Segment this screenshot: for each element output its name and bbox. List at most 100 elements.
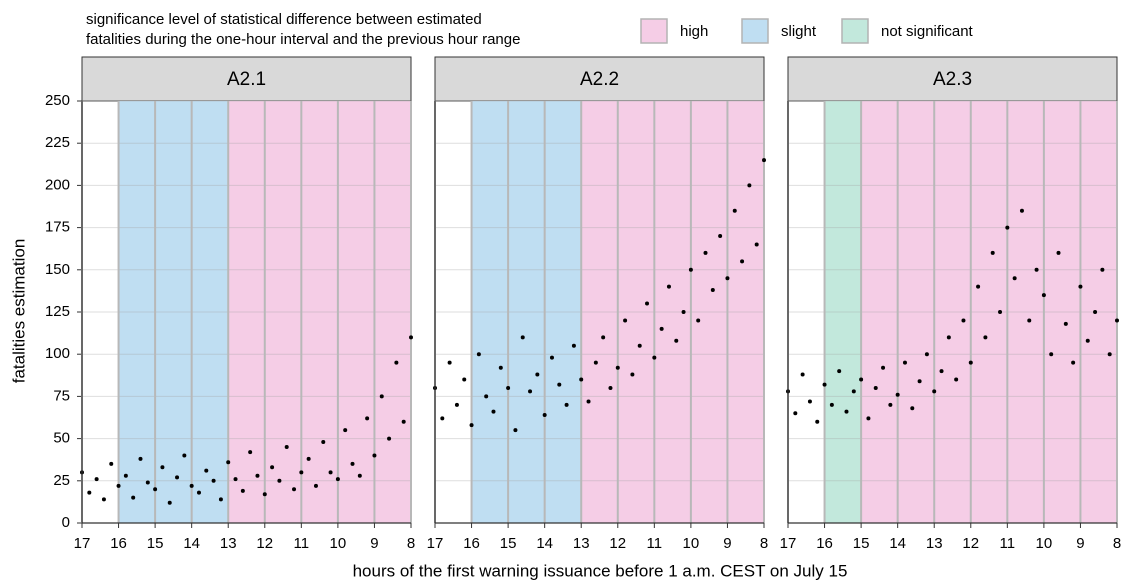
data-point	[939, 369, 944, 374]
data-point	[696, 318, 701, 323]
data-point	[946, 335, 951, 340]
data-point	[1027, 318, 1032, 323]
x-tick-label: 11	[1000, 535, 1016, 552]
data-point	[204, 468, 209, 473]
data-point	[910, 406, 915, 411]
legend-label: high	[680, 23, 708, 40]
data-point	[476, 352, 481, 357]
x-tick-label: 17	[74, 535, 91, 552]
data-point	[762, 158, 766, 163]
data-point	[313, 483, 318, 488]
facet-title: A2.3	[933, 69, 972, 90]
data-point	[718, 234, 723, 239]
data-point	[800, 372, 805, 377]
data-point	[218, 497, 223, 502]
data-point	[440, 416, 445, 421]
data-point	[189, 483, 194, 488]
data-point	[182, 453, 187, 458]
x-tick-label: 9	[723, 535, 731, 552]
data-point	[1041, 293, 1046, 298]
data-point	[328, 470, 333, 475]
significance-band	[861, 101, 1117, 523]
data-point	[601, 335, 606, 340]
data-point	[666, 284, 671, 289]
data-point	[674, 338, 679, 343]
x-tick-label: 16	[110, 535, 127, 552]
data-point	[998, 310, 1003, 314]
data-point	[1063, 321, 1068, 326]
data-point	[138, 456, 143, 461]
data-point	[343, 428, 348, 433]
data-point	[902, 360, 907, 365]
x-tick-label: 13	[573, 535, 590, 552]
data-point	[116, 483, 121, 488]
x-axis-label: hours of the first warning issuance befo…	[353, 561, 848, 580]
data-point	[394, 360, 399, 365]
data-point	[1100, 267, 1105, 272]
data-point	[211, 478, 216, 483]
y-tick-label: 0	[62, 514, 70, 531]
data-point	[637, 343, 642, 348]
data-point	[469, 423, 474, 428]
data-point	[145, 480, 150, 485]
data-point	[350, 461, 355, 466]
data-point	[954, 377, 959, 382]
x-tick-label: 9	[370, 535, 378, 552]
data-point	[484, 394, 489, 399]
data-point	[822, 382, 827, 387]
data-point	[859, 377, 864, 382]
data-point	[454, 402, 459, 407]
data-point	[881, 365, 886, 370]
x-tick-label: 16	[816, 535, 833, 552]
x-tick-label: 13	[220, 535, 237, 552]
data-point	[645, 301, 650, 306]
data-point	[710, 288, 715, 293]
x-tick-label: 12	[962, 535, 979, 552]
data-point	[924, 352, 929, 357]
data-point	[688, 267, 693, 272]
legend-label: slight	[781, 23, 817, 40]
facet-title: A2.2	[580, 69, 619, 90]
data-point	[1085, 338, 1090, 343]
y-tick-label: 150	[45, 261, 70, 278]
data-point	[725, 276, 730, 281]
data-point	[1012, 276, 1017, 281]
legend-swatch	[841, 18, 869, 44]
significance-band	[824, 101, 862, 523]
data-point	[888, 402, 893, 407]
data-point	[623, 318, 628, 323]
data-point	[255, 473, 260, 478]
data-point	[961, 318, 966, 323]
data-point	[387, 436, 392, 441]
data-point	[513, 428, 518, 433]
y-axis-label: fatalities estimation	[9, 239, 28, 384]
data-point	[520, 335, 525, 340]
data-point	[175, 475, 180, 480]
data-point	[277, 478, 282, 483]
data-point	[233, 477, 238, 482]
data-point	[579, 377, 584, 382]
data-point	[932, 389, 937, 394]
data-point	[593, 360, 598, 365]
data-point	[535, 372, 540, 377]
data-point	[109, 461, 114, 466]
data-point	[379, 394, 384, 399]
x-tick-label: 11	[294, 535, 310, 552]
data-point	[571, 343, 576, 348]
data-point	[851, 389, 856, 394]
data-point	[401, 419, 406, 424]
data-point	[270, 465, 275, 470]
data-point	[681, 310, 686, 314]
x-tick-label: 15	[500, 535, 517, 552]
data-point	[557, 382, 562, 387]
significance-band	[581, 101, 764, 523]
x-tick-label: 16	[463, 535, 480, 552]
data-point	[542, 412, 547, 417]
x-tick-label: 15	[147, 535, 164, 552]
data-point	[123, 473, 128, 478]
y-tick-label: 125	[45, 303, 70, 320]
legend-title: significance level of statistical differ…	[86, 11, 482, 28]
data-point	[1056, 250, 1061, 255]
data-point	[292, 487, 297, 492]
